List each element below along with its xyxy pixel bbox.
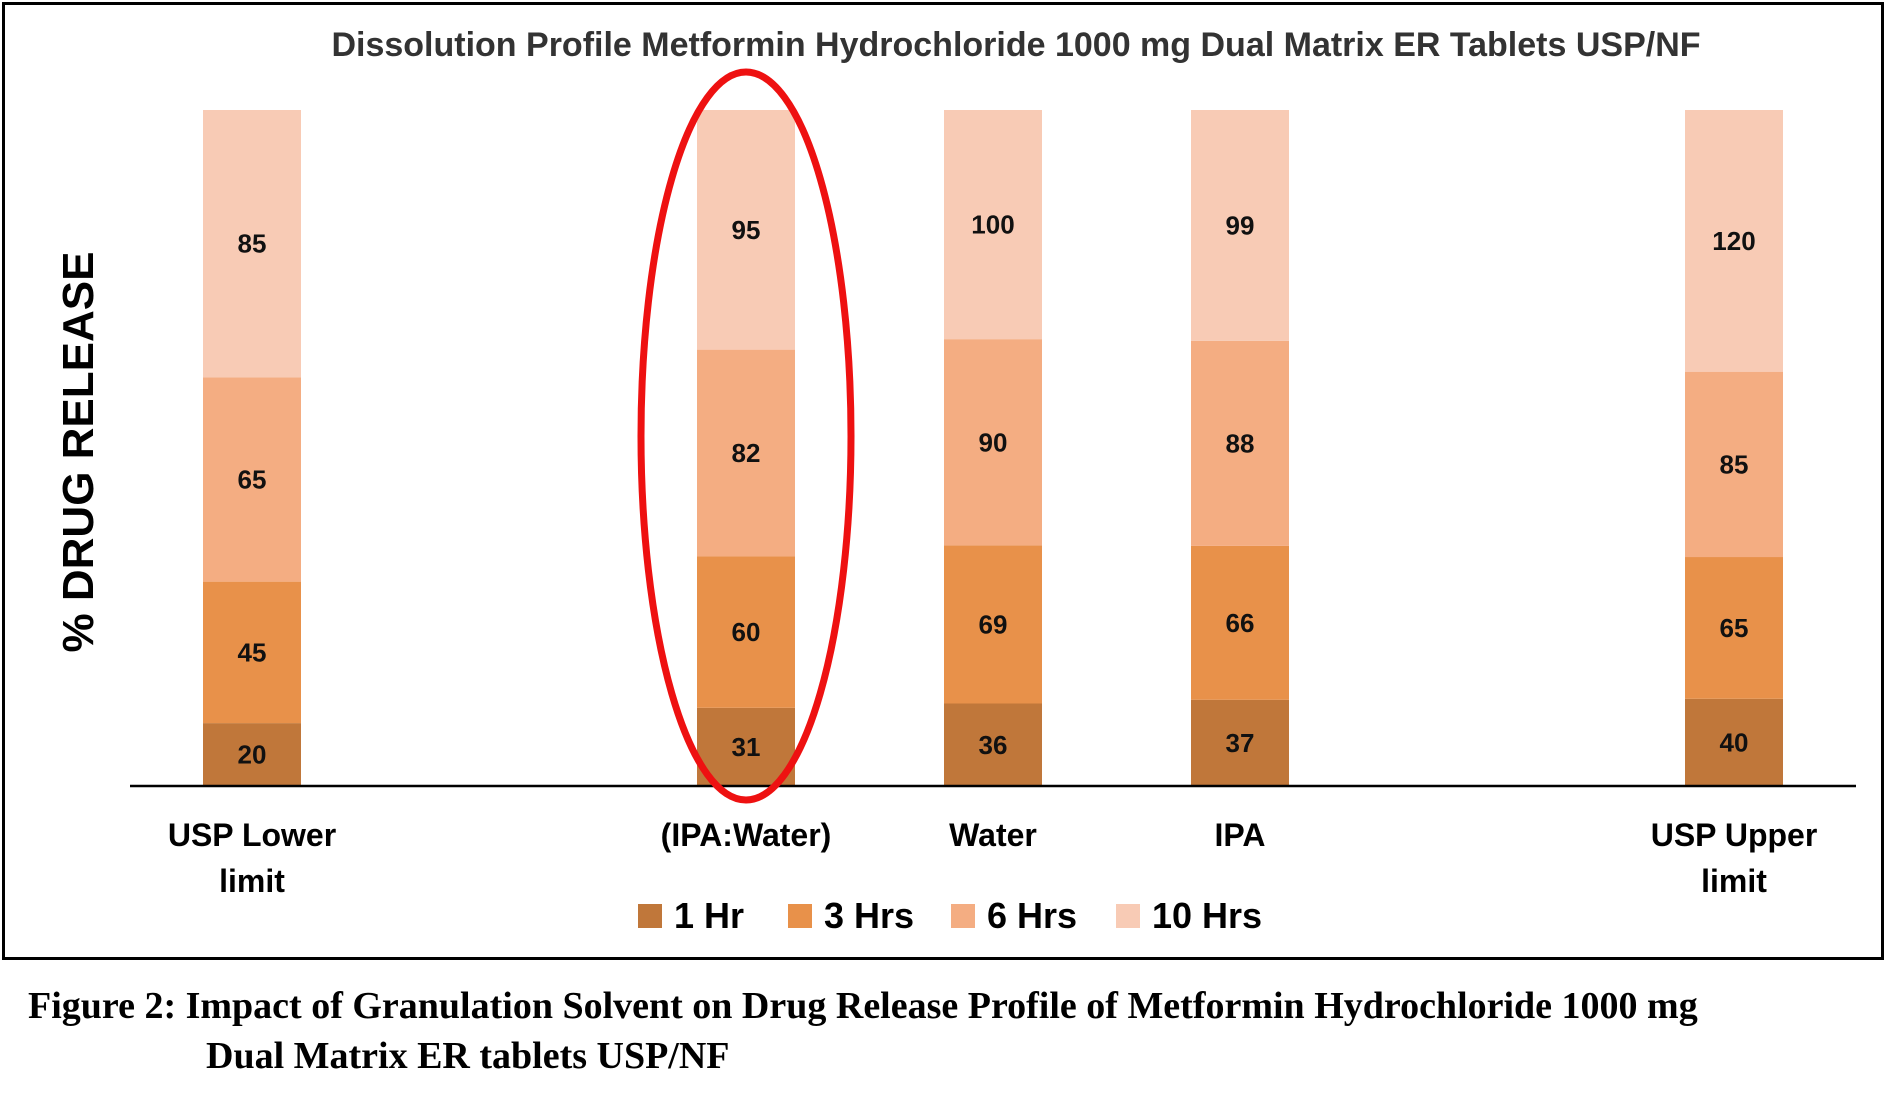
- legend-label: 6 Hrs: [987, 895, 1077, 936]
- figure-caption-line2: Dual Matrix ER tablets USP/NF: [206, 1035, 730, 1077]
- category-label: limit: [219, 863, 285, 899]
- bar-segment: [944, 545, 1042, 704]
- data-label: 99: [1226, 210, 1255, 240]
- bar-segment: [944, 703, 1042, 786]
- category-label: USP Lower: [168, 817, 336, 853]
- figure-caption-line1: Figure 2: Impact of Granulation Solvent …: [28, 985, 1698, 1027]
- legend-swatch: [951, 904, 975, 928]
- bar-segment: [697, 349, 795, 557]
- bar-segment: [203, 581, 301, 724]
- data-label: 37: [1226, 728, 1255, 758]
- y-axis-label: % DRUG RELEASE: [54, 252, 103, 653]
- data-label: 85: [1720, 449, 1749, 479]
- stacked-bar-chart: Dissolution Profile Metformin Hydrochlor…: [54, 26, 1856, 936]
- legend-swatch: [638, 904, 662, 928]
- data-label: 100: [971, 210, 1014, 240]
- legend-swatch: [1116, 904, 1140, 928]
- bar-segment: [203, 110, 301, 378]
- category-label: Water: [949, 817, 1037, 853]
- bar-segment: [203, 723, 301, 786]
- data-label: 85: [238, 229, 267, 259]
- category-label: USP Upper: [1651, 817, 1818, 853]
- data-label: 88: [1226, 428, 1255, 458]
- bar-segment: [1685, 371, 1783, 558]
- bar-segment: [1191, 110, 1289, 341]
- legend-label: 10 Hrs: [1152, 895, 1262, 936]
- category-label: IPA: [1215, 817, 1266, 853]
- data-label: 90: [979, 427, 1008, 457]
- legend-swatch: [788, 904, 812, 928]
- bar-segment: [1685, 698, 1783, 786]
- category-label: limit: [1701, 863, 1767, 899]
- chart-title: Dissolution Profile Metformin Hydrochlor…: [331, 26, 1700, 64]
- bar-segment: [1685, 557, 1783, 699]
- bar-segment: [1685, 110, 1783, 372]
- bar-segment: [697, 556, 795, 708]
- bar-segment: [1191, 545, 1289, 700]
- data-label: 60: [732, 617, 761, 647]
- data-label: 69: [979, 609, 1008, 639]
- legend-label: 3 Hrs: [824, 895, 914, 936]
- data-label: 65: [238, 464, 267, 494]
- legend-label: 1 Hr: [674, 895, 744, 936]
- data-label: 65: [1720, 613, 1749, 643]
- bar-segment: [203, 377, 301, 582]
- data-label: 95: [732, 215, 761, 245]
- bar-segment: [1191, 699, 1289, 786]
- category-label: (IPA:Water): [661, 817, 832, 853]
- chart-frame: [2, 2, 1884, 960]
- bar-segment: [697, 707, 795, 786]
- data-label: 31: [732, 732, 761, 762]
- data-label: 66: [1226, 608, 1255, 638]
- bar-segment: [1191, 340, 1289, 546]
- data-label: 36: [979, 730, 1008, 760]
- highlight-ellipse: [637, 68, 855, 804]
- bar-segment: [944, 110, 1042, 340]
- data-label: 20: [238, 740, 267, 770]
- data-label: 45: [238, 637, 267, 667]
- data-label: 120: [1712, 226, 1755, 256]
- bar-segment: [944, 339, 1042, 546]
- bar-segment: [697, 110, 795, 350]
- data-label: 82: [732, 438, 761, 468]
- data-label: 40: [1720, 727, 1749, 757]
